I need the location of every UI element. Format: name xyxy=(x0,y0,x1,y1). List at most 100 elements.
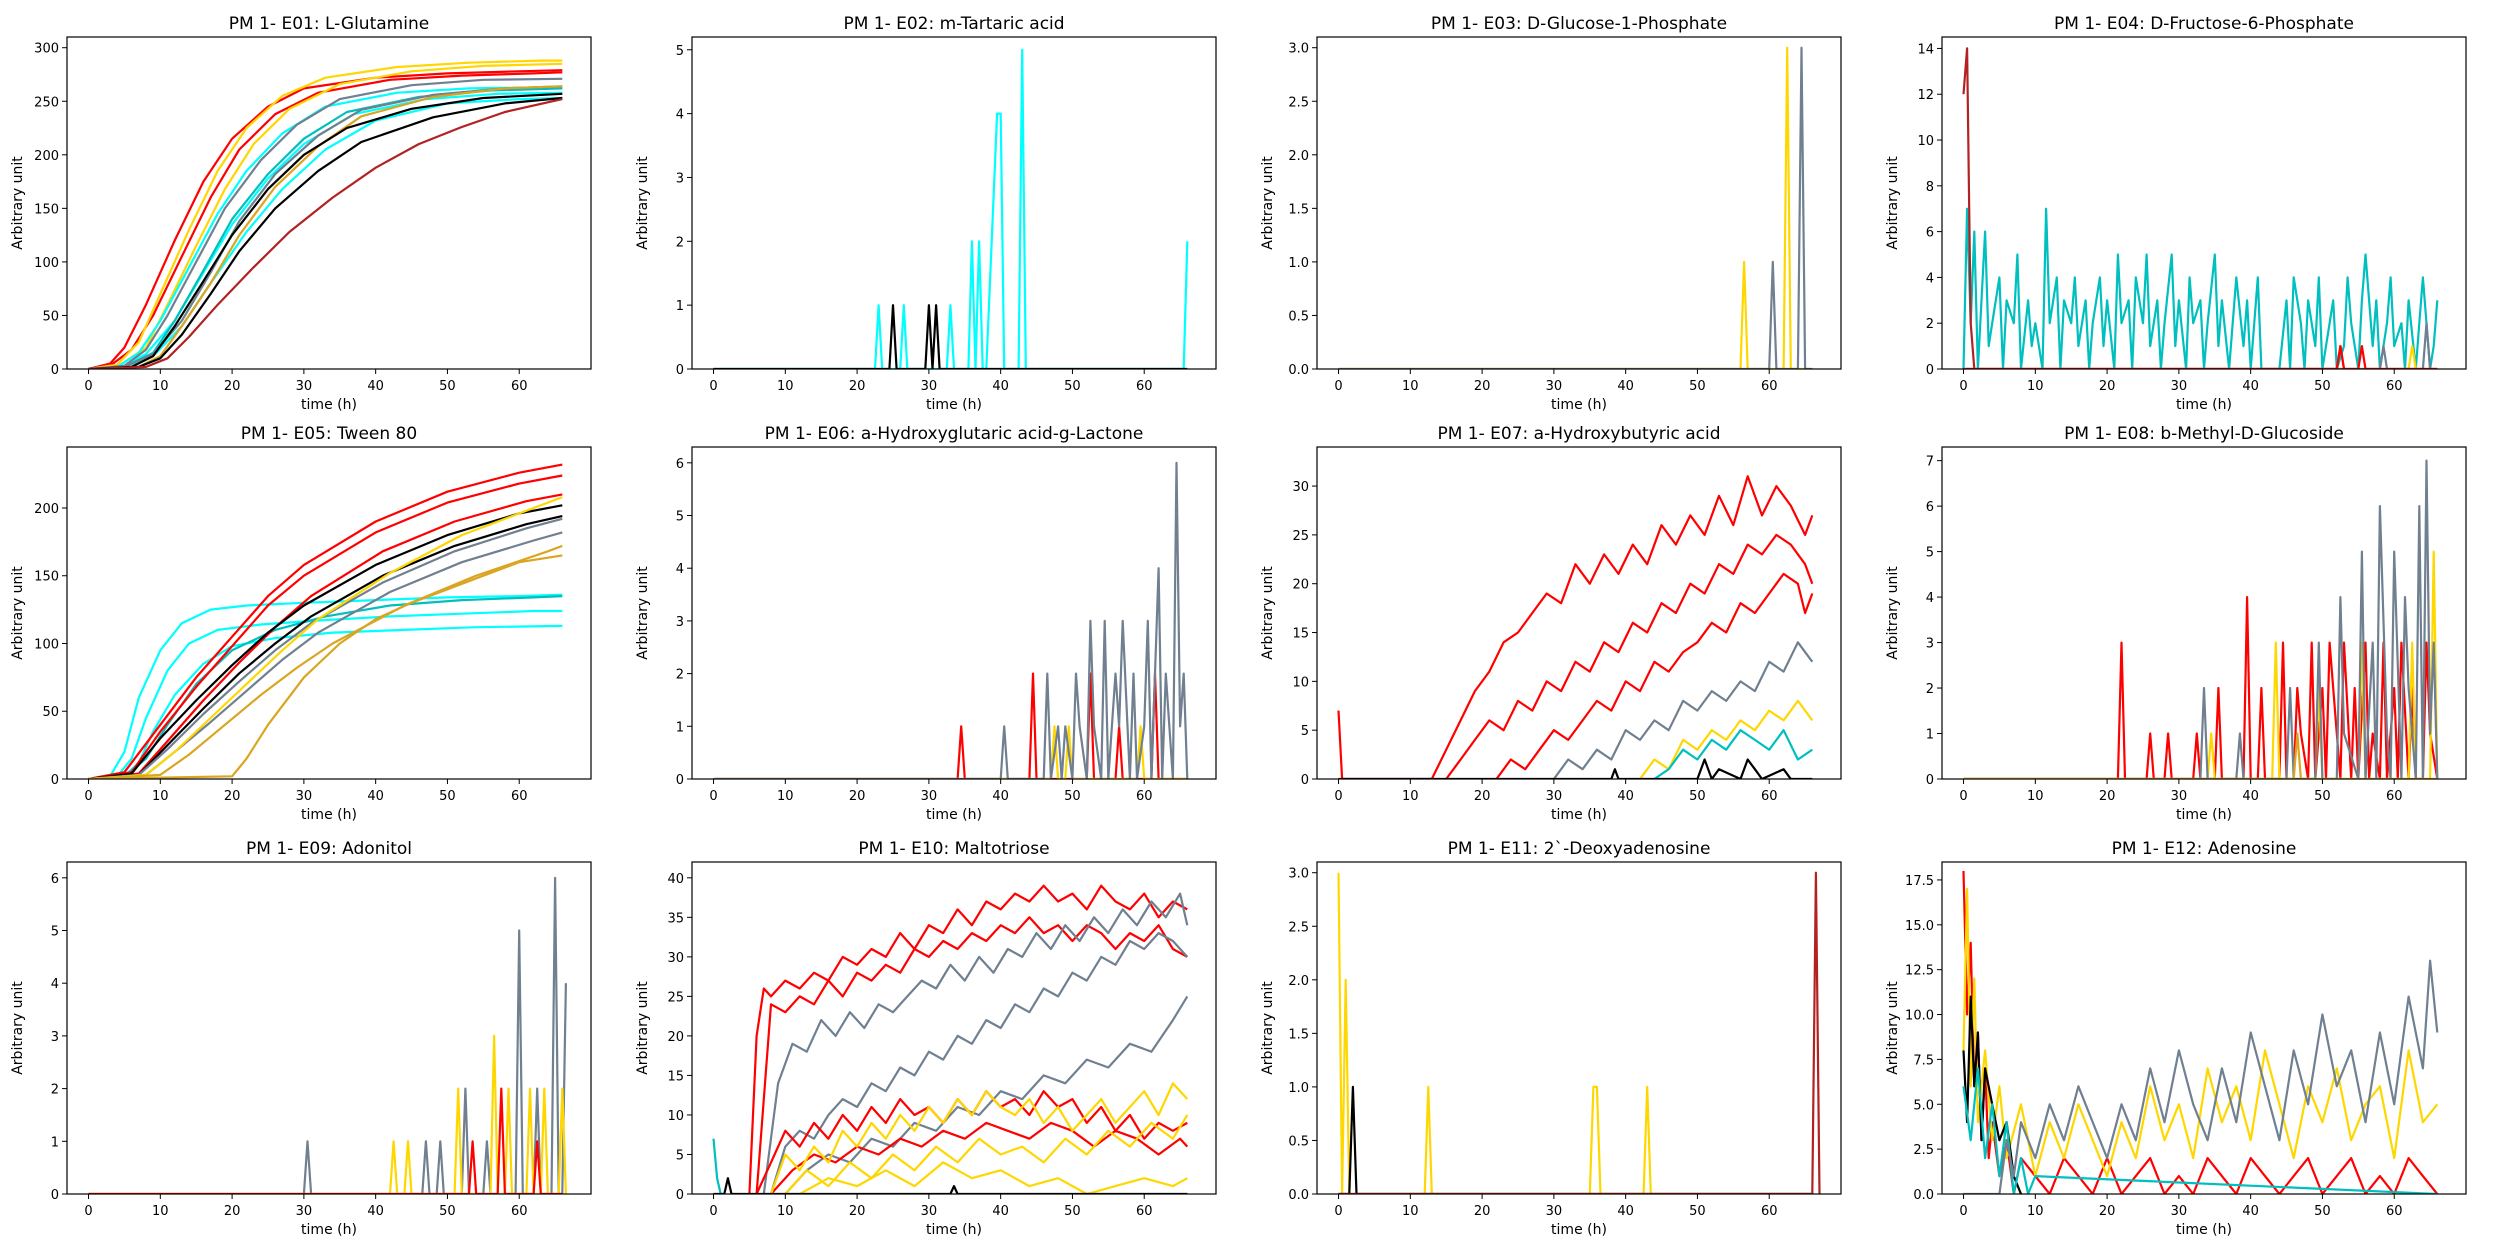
x-tick-label: 60 xyxy=(511,379,528,394)
x-tick-label: 20 xyxy=(1474,379,1491,394)
x-tick-label: 50 xyxy=(439,789,456,804)
x-tick-label: 40 xyxy=(367,1204,384,1219)
subplot-11: PM 1- E11: 2`-Deoxyadenosine 0 10 20 30 40 50 6… xyxy=(1260,839,1842,1238)
y-tick-label: 10 xyxy=(1292,675,1309,690)
y-tick-label: 1.0 xyxy=(1288,1081,1309,1096)
y-tick-label: 8 xyxy=(1926,180,1934,195)
x-tick-label: 50 xyxy=(2314,1204,2331,1219)
subplot-title: PM 1- E10: Maltotriose xyxy=(858,839,1049,859)
subplot-5: PM 1- E05: Tween 80 0 10 20 30 40 50 60 0 50 100 15… xyxy=(10,424,592,823)
y-axis-label: Arbitrary unit xyxy=(10,156,26,250)
subplot-title: PM 1- E01: L-Glutamine xyxy=(229,14,429,34)
plot-frame xyxy=(66,446,592,780)
series-line-9 xyxy=(88,77,563,369)
y-axis-label: Arbitrary unit xyxy=(1885,981,1901,1075)
subplot-9: PM 1- E09: Adonitol 0 10 20 30 40 50 60 0 1 2 3 4 5 6 t… xyxy=(10,839,592,1238)
series-group xyxy=(1962,870,2439,1194)
y-tick-label: 2 xyxy=(1926,317,1934,332)
series-line-1 xyxy=(748,884,1188,1194)
y-axis-label: Arbitrary unit xyxy=(10,566,26,660)
y-axis-label: Arbitrary unit xyxy=(10,981,26,1075)
x-tick-label: 60 xyxy=(1761,1204,1778,1219)
series-line-1 xyxy=(1337,872,1813,1194)
series-line-6 xyxy=(88,474,563,779)
y-tick-label: 150 xyxy=(34,202,59,217)
x-tick-label: 20 xyxy=(1474,789,1491,804)
y-tick-label: 5 xyxy=(51,925,59,940)
x-tick-label: 10 xyxy=(777,1204,794,1219)
x-tick-label: 10 xyxy=(2027,1204,2044,1219)
y-tick-label: 0 xyxy=(51,773,59,788)
x-tick-label: 0 xyxy=(84,1204,92,1219)
y-tick-label: 300 xyxy=(34,42,59,57)
y-tick-label: 12.5 xyxy=(1905,964,1934,979)
y-tick-label: 15.0 xyxy=(1905,919,1934,934)
x-tick-label: 20 xyxy=(849,379,866,394)
y-tick-label: 6 xyxy=(676,457,684,472)
subplot-title: PM 1- E11: 2`-Deoxyadenosine xyxy=(1448,839,1711,859)
y-tick-label: 2 xyxy=(676,668,684,683)
y-tick-label: 3 xyxy=(51,1030,59,1045)
series-line-2 xyxy=(1445,533,1814,779)
y-tick-label: 3 xyxy=(676,171,684,186)
x-tick-label: 20 xyxy=(224,379,241,394)
x-tick-label: 30 xyxy=(1546,789,1563,804)
series-line-8 xyxy=(769,1082,1189,1194)
y-tick-label: 3 xyxy=(676,615,684,630)
y-tick-label: 15 xyxy=(667,1069,684,1084)
y-tick-label: 2.5 xyxy=(1913,1143,1934,1158)
series-line-10 xyxy=(799,1161,1188,1194)
y-tick-label: 0.0 xyxy=(1288,363,1309,378)
series-line-10 xyxy=(88,517,563,779)
x-axis-label: time (h) xyxy=(2176,397,2232,413)
series-group xyxy=(1338,46,1813,369)
series-group xyxy=(1963,459,2439,779)
x-tick-label: 0 xyxy=(1959,789,1967,804)
x-tick-label: 60 xyxy=(511,1204,528,1219)
y-tick-label: 2 xyxy=(1926,682,1934,697)
x-tick-label: 30 xyxy=(2171,789,2188,804)
x-tick-label: 40 xyxy=(2242,1204,2259,1219)
x-tick-label: 50 xyxy=(1064,1204,1081,1219)
x-axis-label: time (h) xyxy=(2176,807,2232,823)
series-line-2 xyxy=(88,1034,567,1194)
x-tick-label: 10 xyxy=(2027,789,2044,804)
y-tick-label: 40 xyxy=(667,872,684,887)
series-line-8 xyxy=(88,504,563,779)
y-tick-label: 0 xyxy=(676,1188,684,1203)
series-line-12 xyxy=(713,1177,1188,1194)
series-line-5 xyxy=(1963,959,2439,1194)
x-tick-label: 0 xyxy=(84,789,92,804)
x-tick-label: 40 xyxy=(2242,379,2259,394)
series-line-1 xyxy=(88,69,563,369)
x-tick-label: 0 xyxy=(1334,379,1342,394)
series-line-5 xyxy=(88,86,563,369)
series-line-5 xyxy=(784,995,1189,1194)
plot-frame xyxy=(1941,861,2467,1195)
series-line-1 xyxy=(1963,595,2439,779)
subplot-7: PM 1- E07: a-Hydroxybutyric acid 0 10 20 30 4… xyxy=(1260,424,1842,823)
x-tick-label: 40 xyxy=(367,789,384,804)
plot-frame xyxy=(1941,36,2467,370)
y-tick-label: 5 xyxy=(676,44,684,59)
series-line-3 xyxy=(1963,459,2439,779)
y-tick-label: 100 xyxy=(34,256,59,271)
x-tick-label: 10 xyxy=(152,789,169,804)
x-tick-label: 40 xyxy=(1617,789,1634,804)
y-tick-label: 4 xyxy=(1926,591,1934,606)
x-axis-label: time (h) xyxy=(926,397,982,413)
y-tick-label: 250 xyxy=(34,95,59,110)
y-tick-label: 200 xyxy=(34,149,59,164)
subplot-title: PM 1- E03: D-Glucose-1-Phosphate xyxy=(1431,14,1727,34)
x-tick-label: 50 xyxy=(2314,379,2331,394)
subplot-12: PM 1- E12: Adenosine 0 10 20 30 40 50 60 0.0 2.5 5… xyxy=(1885,839,2467,1238)
y-tick-label: 25 xyxy=(667,990,684,1005)
series-line-10 xyxy=(88,85,563,369)
x-tick-label: 10 xyxy=(1402,379,1419,394)
y-tick-label: 0.0 xyxy=(1288,1188,1309,1203)
series-line-6 xyxy=(88,91,563,369)
x-axis-label: time (h) xyxy=(2176,1222,2232,1238)
y-axis-label: Arbitrary unit xyxy=(1885,566,1901,660)
y-tick-label: 5 xyxy=(1301,724,1309,739)
y-tick-label: 5.0 xyxy=(1913,1098,1934,1113)
